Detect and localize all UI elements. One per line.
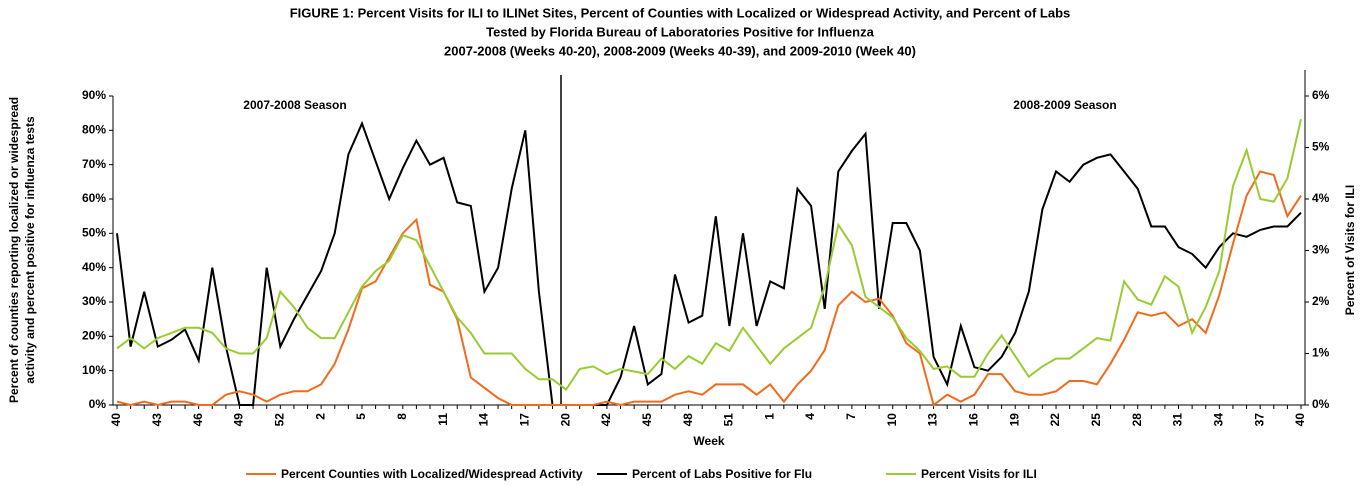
annotation: 2007-2008 Season — [243, 98, 346, 112]
x-tick-label: 51 — [722, 413, 736, 427]
y-tick-label: 90% — [82, 88, 106, 102]
chart-title: FIGURE 1: Percent Visits for ILI to ILIN… — [290, 5, 1071, 20]
y2-tick-label: 5% — [1312, 140, 1330, 154]
y-axis-title: Percent of counties reporting localized … — [7, 97, 21, 403]
y2-tick-label: 1% — [1312, 346, 1330, 360]
y2-tick-label: 6% — [1312, 88, 1330, 102]
y-tick-label: 70% — [82, 157, 106, 171]
x-tick-label: 11 — [436, 413, 450, 426]
x-tick-label: 49 — [232, 413, 246, 427]
x-tick-label: 43 — [150, 413, 164, 427]
x-tick-label: 17 — [517, 413, 531, 427]
y2-tick-label: 3% — [1312, 243, 1330, 257]
y-tick-label: 10% — [82, 363, 106, 377]
x-tick-label: 48 — [681, 413, 695, 427]
x-tick-label: 34 — [1212, 413, 1226, 427]
x-tick-label: 37 — [1252, 413, 1266, 427]
y-tick-label: 0% — [89, 397, 107, 411]
x-tick-label: 1 — [762, 413, 776, 420]
x-tick-label: 7 — [844, 413, 858, 420]
chart-title: Tested by Florida Bureau of Laboratories… — [486, 24, 874, 39]
y-tick-label: 60% — [82, 191, 106, 205]
x-tick-label: 10 — [885, 413, 899, 427]
x-tick-label: 8 — [395, 413, 409, 420]
series-line — [116, 118, 1302, 392]
chart-title: 2007-2008 (Weeks 40-20), 2008-2009 (Week… — [444, 43, 916, 58]
x-tick-label: 16 — [967, 413, 981, 427]
y-tick-label: 30% — [82, 294, 106, 308]
x-tick-label: 4 — [803, 413, 817, 420]
x-tick-label: 20 — [558, 413, 572, 427]
x-tick-label: 40 — [1293, 413, 1307, 427]
x-tick-label: 46 — [191, 413, 205, 427]
x-axis-title: Week — [693, 434, 724, 448]
y-tick-label: 40% — [82, 260, 106, 274]
x-tick-label: 2 — [313, 413, 327, 420]
x-tick-label: 52 — [272, 413, 286, 427]
y2-tick-label: 4% — [1312, 191, 1330, 205]
x-tick-label: 25 — [1089, 413, 1103, 427]
y2-tick-label: 0% — [1312, 397, 1330, 411]
legend-label: Percent Visits for ILI — [921, 467, 1037, 481]
y2-tick-label: 2% — [1312, 294, 1330, 308]
x-tick-label: 42 — [599, 413, 613, 427]
y-tick-label: 20% — [82, 329, 106, 343]
legend-label: Percent Counties with Localized/Widespre… — [281, 467, 583, 481]
x-tick-label: 5 — [354, 413, 368, 420]
x-tick-label: 22 — [1048, 413, 1062, 427]
series-line — [116, 120, 1302, 406]
y-tick-label: 80% — [82, 123, 106, 137]
x-tick-label: 28 — [1130, 413, 1144, 427]
legend-label: Percent of Labs Positive for Flu — [632, 467, 812, 481]
x-tick-label: 45 — [640, 413, 654, 427]
x-tick-label: 31 — [1171, 413, 1185, 427]
x-tick-label: 40 — [109, 413, 123, 427]
annotation: 2008-2009 Season — [1013, 98, 1116, 112]
series-line — [116, 170, 1302, 407]
x-tick-label: 19 — [1007, 413, 1021, 427]
y-axis-title: activity and percent positive for influe… — [23, 116, 37, 384]
y2-axis-title: Percent of Visits for ILI — [1343, 185, 1357, 315]
x-tick-label: 13 — [926, 413, 940, 427]
y-tick-label: 50% — [82, 226, 106, 240]
x-tick-label: 14 — [477, 413, 491, 427]
